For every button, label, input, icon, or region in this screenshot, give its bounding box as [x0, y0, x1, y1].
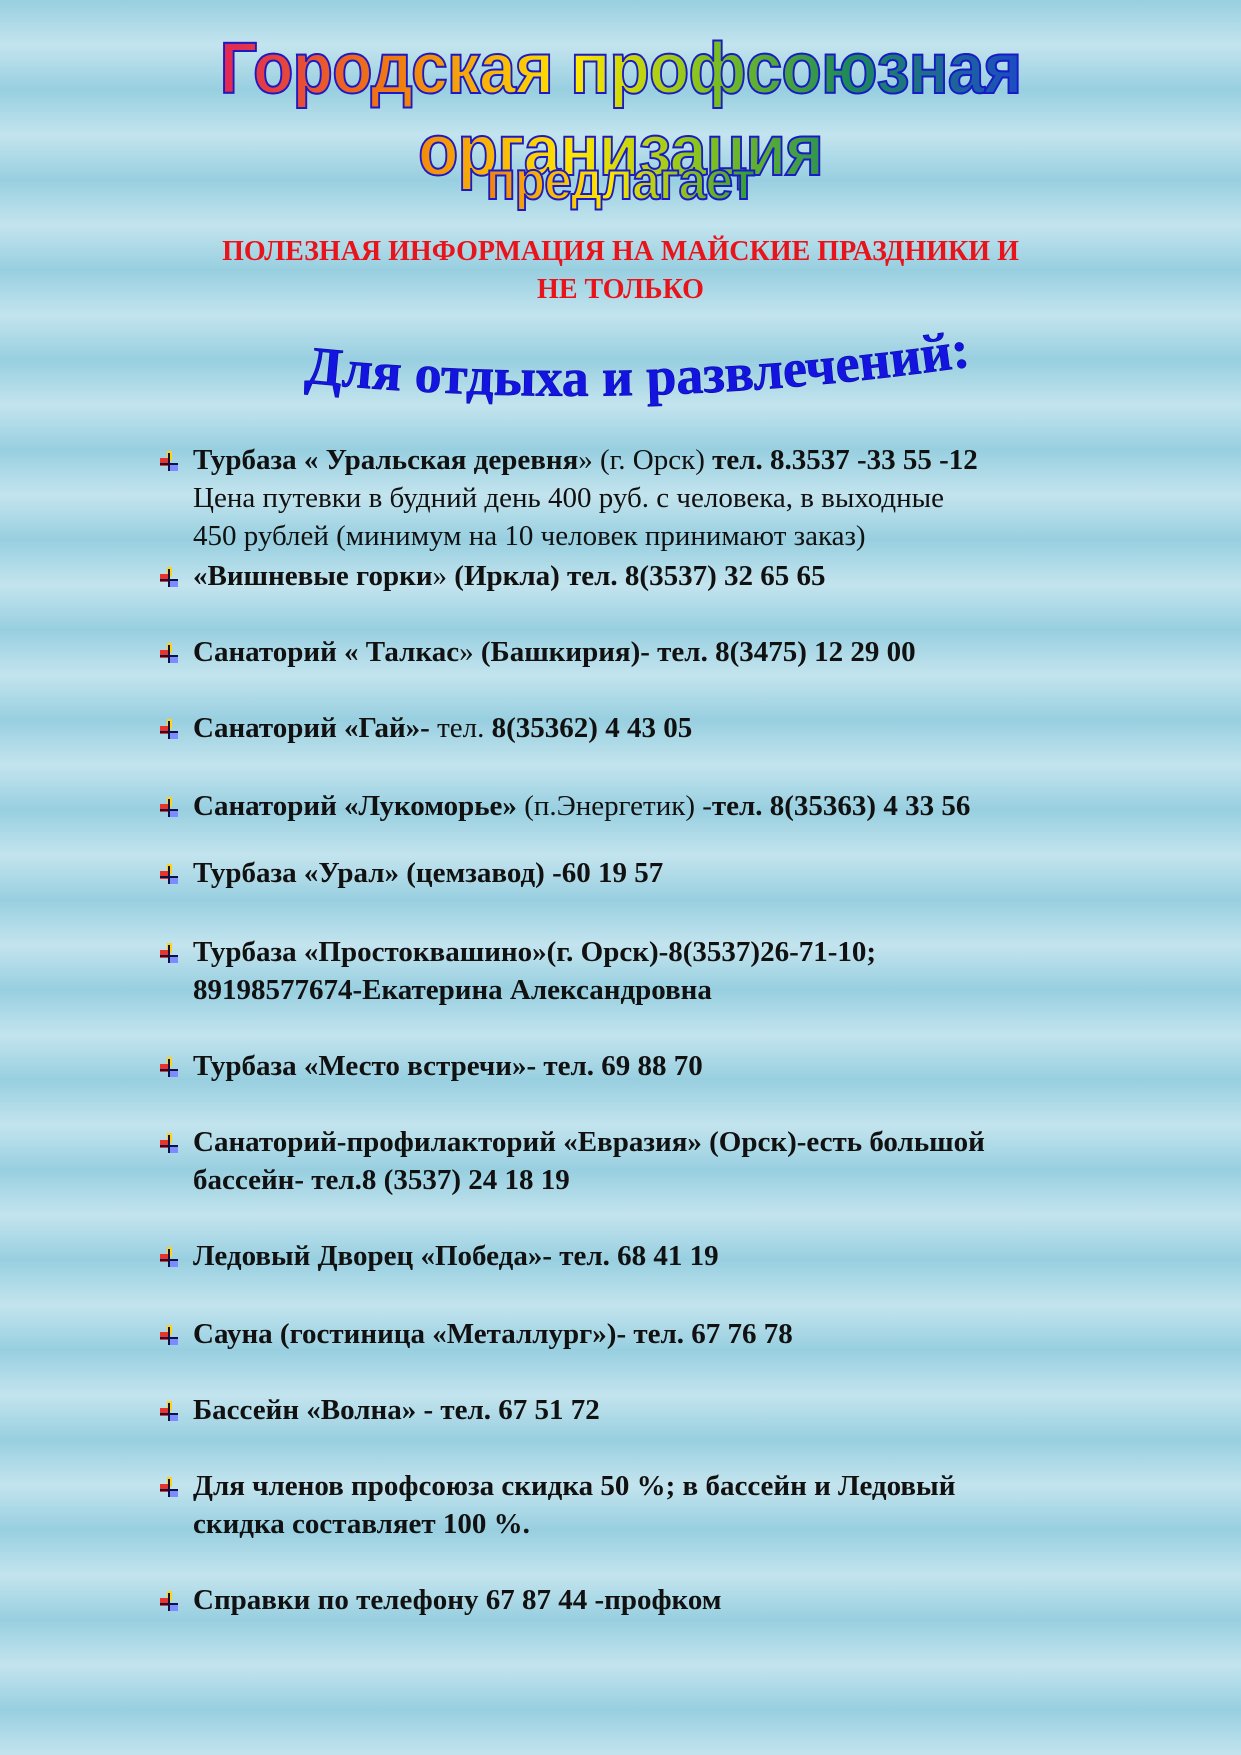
bullet-icon — [158, 943, 180, 965]
notice-line-1: ПОЛЕЗНАЯ ИНФОРМАЦИЯ НА МАЙСКИЕ ПРАЗДНИКИ… — [222, 236, 1019, 267]
list-item-text: Санаторий «Лукоморье» — [193, 790, 525, 822]
notice-line-2: НЕ ТОЛЬКО — [537, 274, 704, 305]
list-item-text: «Вишневые горки — [193, 560, 433, 592]
list-item-text: Бассейн «Волна» - тел. 67 51 72 — [193, 1394, 600, 1426]
list-item-line: Турбаза « Уральская деревня» (г. Орск) т… — [193, 444, 978, 477]
list-item-text: 8(35362) 4 43 05 — [491, 712, 693, 744]
list-item-line: 89198577674-Екатерина Александровна — [193, 974, 712, 1007]
list-item-text: (Башкирия)- тел. 8(3475) 12 29 00 — [480, 636, 916, 668]
section-heading: Для отдыха и развлечений: — [303, 318, 974, 408]
list-item-text: тел. 8.3537 -33 55 -12 — [712, 444, 978, 476]
bullet-icon — [158, 451, 180, 473]
bullet-icon — [158, 719, 180, 741]
bullet-icon — [158, 797, 180, 819]
bullet-icon — [158, 643, 180, 665]
list-item-line: «Вишневые горки» (Иркла) тел. 8(3537) 32… — [193, 560, 825, 593]
list-item-text: тел. 8(35363) 4 33 56 — [711, 790, 971, 822]
list-item-line: скидка составляет 100 %. — [193, 1508, 530, 1541]
list-item-line: Ледовый Дворец «Победа»- тел. 68 41 19 — [193, 1240, 719, 1273]
list-item-text: Турбаза «Простоквашино»(г. Орск)-8(3537)… — [193, 936, 877, 968]
section-heading-text: Для отдыха и развлечений: — [303, 318, 974, 408]
bullet-icon — [158, 1133, 180, 1155]
list-item-text: Для членов профсоюза скидка 50 %; в басс… — [193, 1470, 956, 1502]
bullet-icon — [158, 864, 180, 886]
list-item-text: Санаторий « Талкас — [193, 636, 460, 668]
list-item-text: Турбаза « Уральская деревня — [193, 444, 579, 476]
list-item-text: 89198577674-Екатерина Александровна — [193, 974, 712, 1006]
bullet-icon — [158, 1247, 180, 1269]
list-item-line: Турбаза «Простоквашино»(г. Орск)-8(3537)… — [193, 936, 876, 969]
list-item-text: (п.Энергетик) - — [524, 790, 712, 822]
page-subtitle: предлагает — [0, 150, 1241, 212]
svg-text:Для отдыха и развлечений:: Для отдыха и развлечений: — [303, 319, 973, 408]
list-item-text: » (г. Орск) — [578, 444, 713, 476]
list-item-text: Санаторий-профилакторий «Евразия» (Орск)… — [193, 1126, 985, 1158]
list-item-line: Цена путевки в будний день 400 руб. с че… — [193, 482, 944, 515]
title-text: Городская профсоюзная организация — [50, 28, 1192, 192]
bullet-icon — [158, 567, 180, 589]
list-item-text: Турбаза «Урал» (цемзавод) -60 19 57 — [193, 857, 664, 889]
bullet-icon — [158, 1591, 180, 1613]
list-item-line: бассейн- тел.8 (3537) 24 18 19 — [193, 1164, 570, 1197]
list-item-text: бассейн- тел.8 (3537) 24 18 19 — [193, 1164, 570, 1196]
list-item-line: Турбаза «Место встречи»- тел. 69 88 70 — [193, 1050, 703, 1083]
list-item-line: Бассейн «Волна» - тел. 67 51 72 — [193, 1394, 600, 1427]
bullet-icon — [158, 1477, 180, 1499]
list-item-line: Справки по телефону 67 87 44 -профком — [193, 1584, 722, 1617]
list-item-text: Ледовый Дворец «Победа»- тел. 68 41 19 — [193, 1240, 719, 1272]
list-item-line: Санаторий «Гай»- тел. 8(35362) 4 43 05 — [193, 712, 692, 745]
list-item-line: 450 рублей (минимум на 10 человек приним… — [193, 520, 866, 553]
list-item-text: скидка составляет 100 %. — [193, 1508, 530, 1540]
list-item-line: Санаторий «Лукоморье» (п.Энергетик) -тел… — [193, 790, 970, 823]
list-item-text: Цена путевки в будний день 400 руб. с че… — [193, 482, 945, 514]
list-item-text: Турбаза «Место встречи»- тел. 69 88 70 — [193, 1050, 703, 1082]
subtitle-text: предлагает — [485, 150, 757, 212]
bullet-icon — [158, 1401, 180, 1423]
list-item-line: Сауна (гостиница «Металлург»)- тел. 67 7… — [193, 1318, 793, 1351]
list-item-text: Санаторий «Гай»- — [193, 712, 438, 744]
list-item-text: » — [432, 560, 455, 592]
page-title: Городская профсоюзная организация — [0, 28, 1241, 192]
list-item-text: » — [459, 636, 481, 668]
bullet-icon — [158, 1325, 180, 1347]
list-item-text: 450 рублей (минимум на 10 человек приним… — [193, 520, 866, 552]
list-item-text: Справки по телефону 67 87 44 -профком — [193, 1584, 722, 1616]
bullet-icon — [158, 1057, 180, 1079]
list-item-text: (Иркла) тел. 8(3537) 32 65 65 — [454, 560, 826, 592]
list-item-line: Для членов профсоюза скидка 50 %; в басс… — [193, 1470, 955, 1503]
list-item-line: Санаторий-профилакторий «Евразия» (Орск)… — [193, 1126, 985, 1159]
list-item-line: Санаторий « Талкас» (Башкирия)- тел. 8(3… — [193, 636, 916, 669]
list-item-line: Турбаза «Урал» (цемзавод) -60 19 57 — [193, 857, 663, 890]
list-item-text: тел. — [437, 712, 492, 744]
list-item-text: Сауна (гостиница «Металлург»)- тел. 67 7… — [193, 1318, 793, 1350]
